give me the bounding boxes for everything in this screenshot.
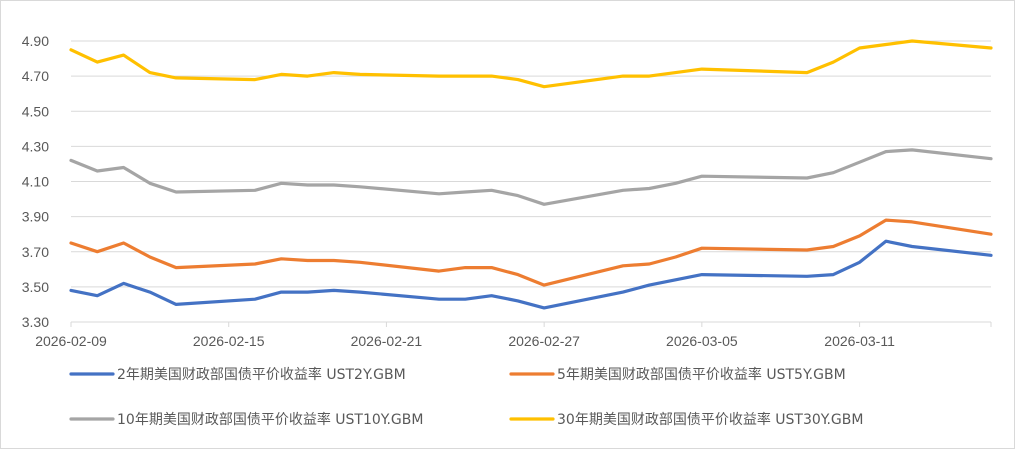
y-tick-label: 4.30 [22, 138, 49, 154]
x-tick-label: 2026-02-21 [351, 333, 423, 349]
y-tick-label: 3.30 [22, 314, 49, 330]
y-tick-label: 3.90 [22, 209, 49, 225]
legend-label: 2年期美国财政部国债平价收益率 UST2Y.GBM [117, 366, 406, 383]
x-tick-label: 2026-02-15 [193, 333, 265, 349]
series-line-3 [69, 148, 993, 206]
x-tick-label: 2026-03-11 [824, 333, 895, 349]
y-tick-label: 3.70 [22, 244, 49, 260]
x-tick-label: 2026-02-09 [35, 333, 107, 349]
series-line-2 [69, 218, 993, 287]
y-tick-label: 4.70 [22, 68, 49, 84]
y-tick-label: 4.90 [22, 33, 49, 49]
x-tick-label: 2026-03-05 [666, 333, 738, 349]
y-tick-label: 4.10 [22, 174, 49, 190]
x-axis-tick-labels: 2026-02-09 2026-02-15 2026-02-21 2026-02-27… [35, 333, 895, 349]
series-lines [69, 39, 993, 310]
legend: 2年期美国财政部国债平价收益率 UST2Y.GBM 5年期美国财政部国债平价收益率… [69, 366, 863, 428]
series-line-1 [69, 239, 993, 310]
legend-label: 5年期美国财政部国债平价收益率 UST5Y.GBM [557, 366, 846, 383]
y-axis-tick-labels: 3.30 3.50 3.70 3.90 4.10 4.30 4.50 4.70 4.90 [22, 33, 49, 330]
x-axis [70, 321, 992, 327]
legend-label: 30年期美国财政部国债平价收益率 UST30Y.GBM [557, 411, 863, 428]
y-tick-label: 4.50 [22, 103, 49, 119]
legend-label: 10年期美国财政部国债平价收益率 UST10Y.GBM [117, 411, 423, 428]
gridlines [71, 40, 991, 288]
y-tick-label: 3.50 [22, 279, 49, 295]
series-line-4 [69, 39, 993, 89]
x-tick-label: 2026-02-27 [508, 333, 580, 349]
